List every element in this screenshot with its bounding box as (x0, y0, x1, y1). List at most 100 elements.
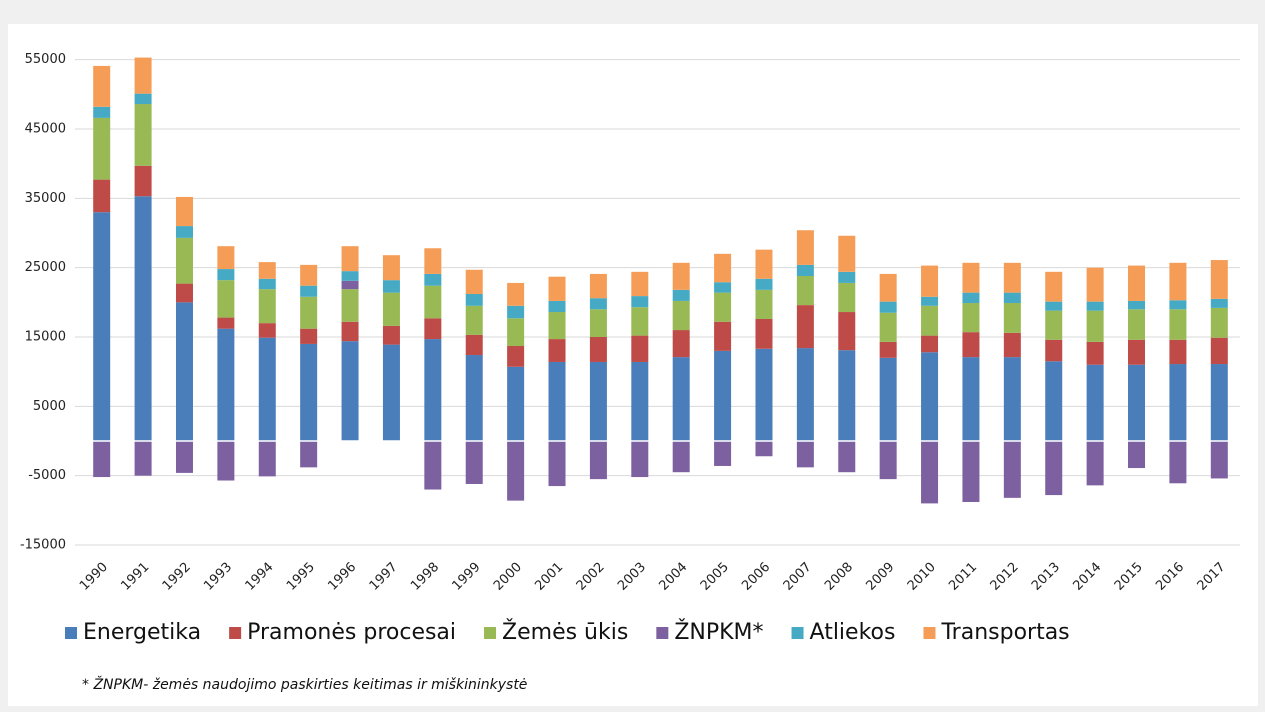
bar-segment (755, 289, 773, 319)
bar-segment (382, 280, 400, 293)
bar-segment (465, 441, 483, 484)
bar-segment (1086, 267, 1104, 302)
bar-segment (714, 350, 732, 441)
bar-segment (382, 325, 400, 345)
bar-segment (507, 318, 525, 347)
bar-segment (382, 255, 400, 281)
bar-segment (134, 93, 152, 105)
bar-segment (424, 285, 442, 319)
bar-segment (962, 303, 980, 333)
bar-segment (217, 246, 235, 270)
bar-segment (1169, 339, 1187, 365)
bar-segment (962, 262, 980, 293)
bar-segment (93, 441, 111, 478)
bar-segment (714, 253, 732, 283)
bar-segment (175, 237, 193, 284)
bar-segment (631, 361, 649, 441)
y-tick-label: 5000 (33, 399, 66, 414)
legend-label: Transportas (940, 620, 1069, 645)
bar-segment (879, 341, 897, 358)
bar-segment (1003, 332, 1021, 358)
bar-segment (755, 249, 773, 279)
bar-segment (548, 300, 566, 313)
bar-segment (921, 305, 939, 336)
bar-segment (1003, 292, 1021, 304)
legend-swatch (229, 627, 242, 639)
bar-segment (465, 269, 483, 295)
bar-segment (838, 271, 856, 283)
bar-segment (1169, 364, 1187, 441)
y-tick-label: 15000 (25, 330, 66, 345)
bar-segment (465, 334, 483, 356)
bar-segment (672, 300, 690, 331)
bar-segment (755, 318, 773, 349)
bar-segment (341, 246, 359, 272)
bar-segment (1045, 441, 1063, 496)
bar-segment (548, 339, 566, 362)
bar-segment (796, 230, 814, 265)
bar-segment (796, 441, 814, 468)
bar-segment (134, 57, 152, 94)
bar-segment (1128, 441, 1146, 469)
bar-segment (175, 302, 193, 441)
bar-segment (93, 117, 111, 180)
bar-segment (134, 196, 152, 441)
bar-segment (962, 292, 980, 304)
bar-segment (962, 357, 980, 441)
bar-segment (838, 235, 856, 272)
bar-segment (341, 341, 359, 441)
bar-segment (1045, 339, 1063, 362)
bar-segment (1086, 341, 1104, 365)
bar-segment (879, 301, 897, 313)
bar-segment (548, 312, 566, 340)
bar-segment (507, 305, 525, 319)
bar-segment (258, 289, 276, 324)
bar-segment (879, 441, 897, 480)
bar-segment (631, 441, 649, 478)
bar-segment (879, 357, 897, 441)
bar-segment (258, 262, 276, 279)
bar-segment (507, 346, 525, 367)
bar-segment (714, 282, 732, 293)
bar-segment (465, 355, 483, 441)
y-tick-label: -5000 (28, 468, 66, 483)
bar-segment (921, 265, 939, 297)
bar-segment (1086, 310, 1104, 342)
bar-segment (1169, 300, 1187, 310)
bar-segment (258, 441, 276, 477)
bar-segment (548, 441, 566, 487)
bar-segment (1003, 441, 1021, 498)
bar-segment (1210, 441, 1228, 479)
bar-segment (1128, 339, 1146, 365)
bar-segment (341, 289, 359, 322)
bar-segment (921, 296, 939, 306)
bar-segment (1003, 303, 1021, 333)
bar-segment (424, 441, 442, 490)
bar-segment (1128, 265, 1146, 301)
bar-segment (217, 441, 235, 481)
bar-segment (589, 337, 607, 362)
legend-label: Energetika (83, 620, 201, 645)
bar-segment (424, 339, 442, 441)
bar-segment (1128, 300, 1146, 310)
bar-segment (589, 361, 607, 441)
bar-segment (1086, 364, 1104, 441)
bar-segment (796, 264, 814, 276)
bar-segment (631, 296, 649, 308)
bar-segment (796, 305, 814, 349)
bar-segment (714, 292, 732, 322)
bar-segment (217, 269, 235, 281)
bar-segment (217, 280, 235, 318)
bar-segment (424, 248, 442, 274)
bar-segment (134, 441, 152, 476)
bar-segment (838, 350, 856, 441)
bar-segment (217, 328, 235, 441)
bar-segment (796, 275, 814, 306)
legend-swatch (484, 627, 497, 639)
legend-label: Žemės ūkis (502, 619, 628, 645)
bar-segment (134, 104, 152, 166)
bar-segment (755, 348, 773, 441)
bar-segment (258, 323, 276, 338)
bar-segment (838, 441, 856, 473)
